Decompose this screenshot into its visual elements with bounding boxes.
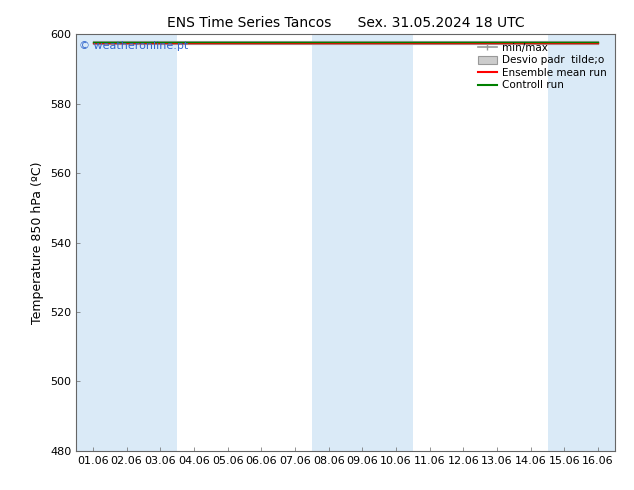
Bar xyxy=(76,34,177,451)
Title: ENS Time Series Tancos      Sex. 31.05.2024 18 UTC: ENS Time Series Tancos Sex. 31.05.2024 1… xyxy=(167,16,524,30)
Y-axis label: Temperature 850 hPa (ºC): Temperature 850 hPa (ºC) xyxy=(32,161,44,324)
Text: © weatheronline.pt: © weatheronline.pt xyxy=(79,41,188,50)
Legend: min/max, Desvio padr  tilde;o, Ensemble mean run, Controll run: min/max, Desvio padr tilde;o, Ensemble m… xyxy=(475,40,610,94)
Bar xyxy=(548,34,615,451)
Bar xyxy=(312,34,413,451)
